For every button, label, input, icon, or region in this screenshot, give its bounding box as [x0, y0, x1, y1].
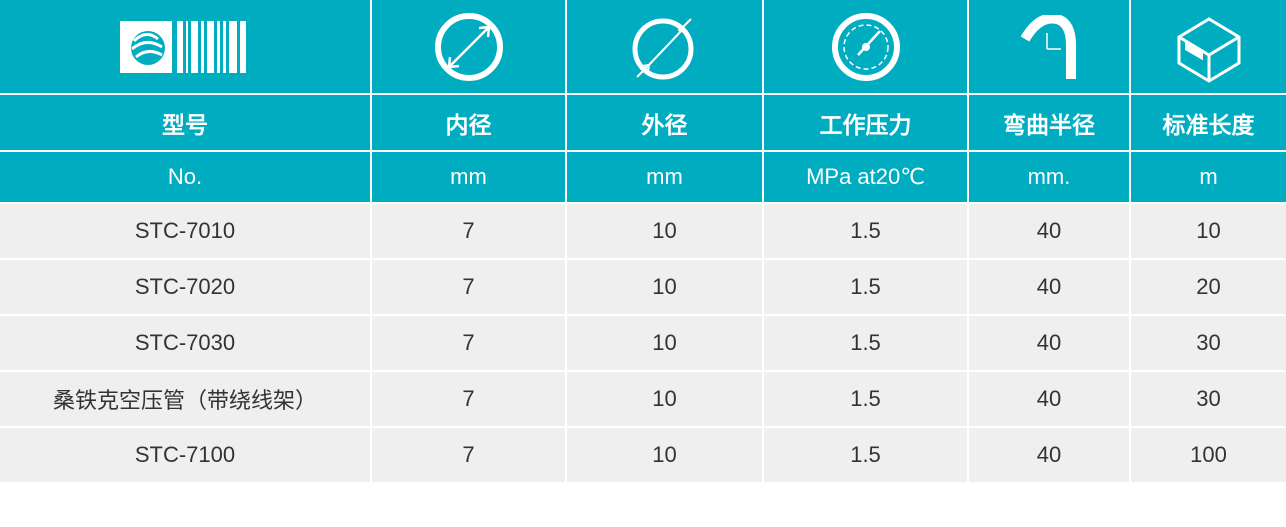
table-cell: 20: [1131, 260, 1286, 314]
outer-diameter-icon: [567, 0, 762, 93]
table-cell: STC-7100: [0, 428, 370, 482]
table-cell: 7: [372, 204, 565, 258]
table-cell: 40: [969, 428, 1129, 482]
table-cell: 1.5: [764, 204, 967, 258]
table-cell: 10: [567, 316, 762, 370]
box-length-icon: [1131, 0, 1286, 93]
table-cell: 40: [969, 260, 1129, 314]
unit-standard-length: m: [1131, 152, 1286, 202]
table-cell: 40: [969, 204, 1129, 258]
unit-bend-radius: mm.: [969, 152, 1129, 202]
table-cell: 10: [567, 204, 762, 258]
table-cell: 7: [372, 372, 565, 426]
table-cell: 10: [1131, 204, 1286, 258]
table-cell: 30: [1131, 316, 1286, 370]
inner-diameter-icon: [372, 0, 565, 93]
table-cell: 1.5: [764, 372, 967, 426]
table-cell: 1.5: [764, 260, 967, 314]
logo: [0, 0, 370, 93]
header-bend-radius: 弯曲半径: [969, 95, 1129, 150]
header-inner-diameter: 内径: [372, 95, 565, 150]
unit-inner-diameter: mm: [372, 152, 565, 202]
header-working-pressure: 工作压力: [764, 95, 967, 150]
unit-outer-diameter: mm: [567, 152, 762, 202]
spec-table: 型号 内径 外径 工作压力 弯曲半径 标准长度 No. mm mm MPa at…: [0, 0, 1286, 482]
pressure-gauge-icon: [764, 0, 967, 93]
table-cell: 1.5: [764, 316, 967, 370]
header-outer-diameter: 外径: [567, 95, 762, 150]
bend-radius-icon: [969, 0, 1129, 93]
unit-model: No.: [0, 152, 370, 202]
table-cell: 40: [969, 316, 1129, 370]
table-cell: 10: [567, 260, 762, 314]
table-cell: STC-7030: [0, 316, 370, 370]
header-model: 型号: [0, 95, 370, 150]
table-cell: 7: [372, 316, 565, 370]
unit-working-pressure: MPa at20℃: [764, 152, 967, 202]
table-cell: 10: [567, 372, 762, 426]
table-cell: 7: [372, 428, 565, 482]
table-cell: 30: [1131, 372, 1286, 426]
table-cell: 40: [969, 372, 1129, 426]
table-cell: 100: [1131, 428, 1286, 482]
table-cell: STC-7010: [0, 204, 370, 258]
table-cell: 7: [372, 260, 565, 314]
header-standard-length: 标准长度: [1131, 95, 1286, 150]
table-cell: 10: [567, 428, 762, 482]
table-cell: 桑铁克空压管（带绕线架）: [0, 372, 370, 426]
table-cell: 1.5: [764, 428, 967, 482]
table-cell: STC-7020: [0, 260, 370, 314]
